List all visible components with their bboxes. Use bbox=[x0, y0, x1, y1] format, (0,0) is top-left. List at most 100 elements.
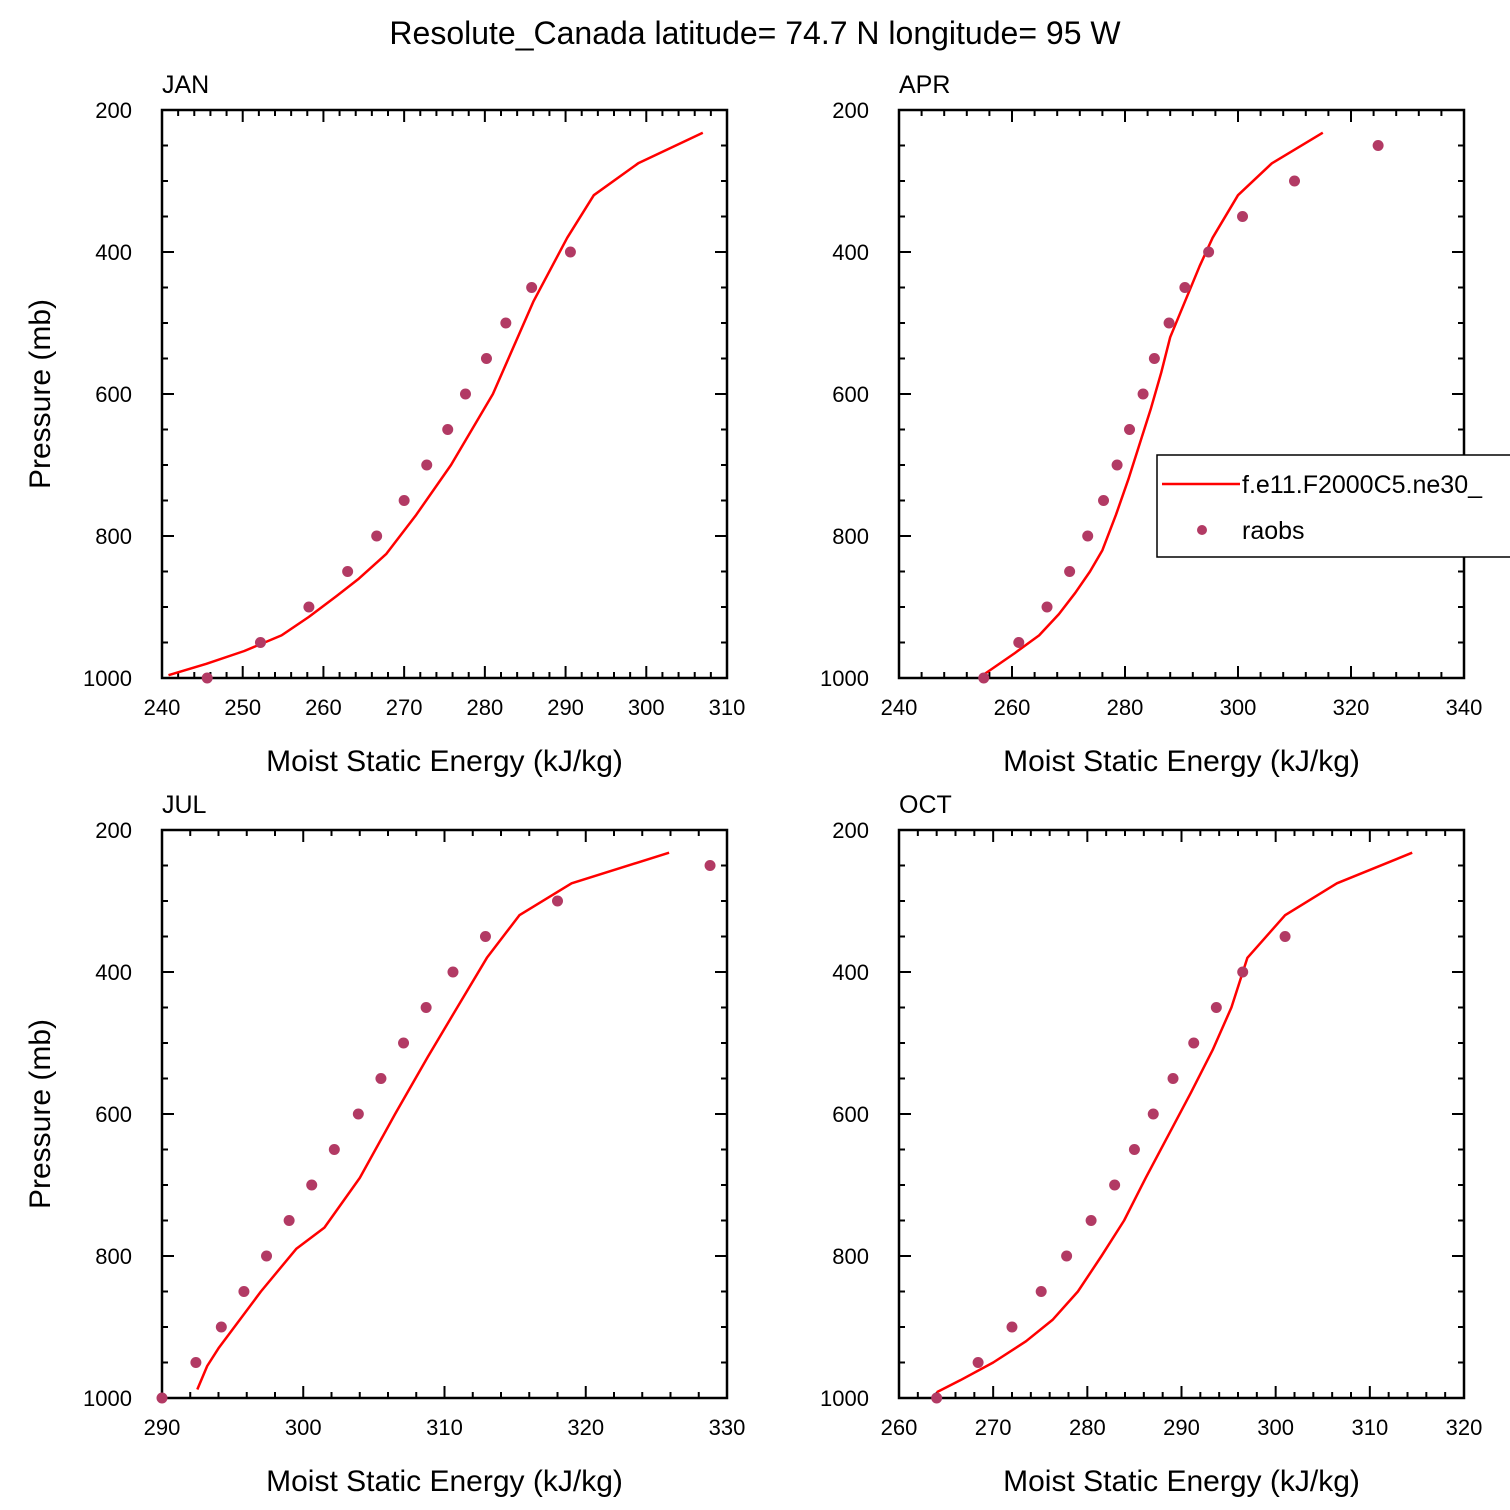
y-tick-label-jul: 800 bbox=[95, 1244, 132, 1269]
legend-line-label: f.e11.F2000C5.ne30_ bbox=[1242, 471, 1483, 499]
raobs-point-jul bbox=[238, 1286, 250, 1297]
y-tick-label-oct: 400 bbox=[832, 960, 869, 985]
raobs-point-apr bbox=[1098, 495, 1110, 506]
raobs-point-jul bbox=[704, 860, 716, 871]
raobs-point-jul bbox=[447, 966, 459, 978]
raobs-point-apr bbox=[1124, 424, 1136, 435]
x-tick-label-oct: 280 bbox=[1069, 1415, 1106, 1440]
x-tick-label-apr: 280 bbox=[1107, 695, 1144, 720]
panel-jan: JAN 240 250 260 270 280 290 300 310 200 400 600 800 1… bbox=[24, 71, 745, 778]
model-line-apr bbox=[983, 131, 1324, 676]
raobs-point-apr bbox=[1064, 566, 1076, 577]
y-tick-label-apr: 400 bbox=[832, 240, 869, 265]
x-tick-label-jan: 310 bbox=[709, 695, 746, 720]
x-tick-label-oct: 300 bbox=[1257, 1415, 1294, 1440]
panel-title-oct: OCT bbox=[899, 791, 952, 819]
model-line-oct bbox=[936, 851, 1413, 1394]
x-tick-label-oct: 320 bbox=[1446, 1415, 1483, 1440]
raobs-point-jan bbox=[480, 353, 492, 364]
raobs-point-jul bbox=[420, 1002, 432, 1013]
y-tick-label-jul: 1000 bbox=[83, 1386, 132, 1411]
raobs-point-oct bbox=[1210, 1002, 1222, 1013]
panel-title-jan: JAN bbox=[162, 71, 209, 99]
legend: f.e11.F2000C5.ne30_ raobs bbox=[1156, 454, 1510, 558]
x-tick-label-jan: 240 bbox=[144, 695, 181, 720]
x-tick-label-oct: 310 bbox=[1351, 1415, 1388, 1440]
panel-oct: OCT 260 270 280 290 300 310 320 200 400 600 800 1000… bbox=[820, 791, 1482, 1498]
x-tick-label-apr: 320 bbox=[1333, 695, 1370, 720]
plot-frame-oct bbox=[897, 828, 1466, 1400]
raobs-point-jul bbox=[190, 1357, 202, 1368]
x-tick-label-jul: 330 bbox=[709, 1415, 746, 1440]
y-tick-label-oct: 600 bbox=[832, 1102, 869, 1127]
x-tick-label-oct: 260 bbox=[881, 1415, 918, 1440]
plot-frame-jan bbox=[160, 108, 729, 680]
x-tick-label-jul: 310 bbox=[426, 1415, 463, 1440]
legend-box bbox=[1156, 454, 1510, 558]
y-tick-label-apr: 200 bbox=[832, 98, 869, 123]
model-line-jul bbox=[196, 851, 670, 1390]
y-tick-label-jan: 1000 bbox=[83, 666, 132, 691]
raobs-point-jul bbox=[352, 1108, 364, 1120]
raobs-point-jan bbox=[421, 459, 433, 471]
raobs-point-jul bbox=[479, 931, 491, 942]
x-tick-label-oct: 270 bbox=[975, 1415, 1012, 1440]
x-tick-label-apr: 340 bbox=[1446, 695, 1483, 720]
raobs-point-apr bbox=[1013, 637, 1025, 648]
x-axis-label-jan: Moist Static Energy (kJ/kg) bbox=[266, 745, 623, 778]
raobs-point-oct bbox=[1188, 1037, 1200, 1049]
raobs-point-jul bbox=[156, 1392, 168, 1404]
raobs-point-jul bbox=[552, 895, 563, 907]
raobs-point-oct bbox=[1128, 1144, 1140, 1155]
x-axis-label-jul: Moist Static Energy (kJ/kg) bbox=[266, 1465, 623, 1498]
raobs-point-apr bbox=[1137, 388, 1149, 400]
raobs-point-jan bbox=[459, 388, 471, 400]
legend-dots-label: raobs bbox=[1242, 517, 1305, 545]
raobs-point-jan bbox=[371, 530, 383, 542]
y-tick-label-jan: 600 bbox=[95, 382, 132, 407]
raobs-point-oct bbox=[1167, 1073, 1179, 1084]
figure-title: Resolute_Canada latitude= 74.7 N longitu… bbox=[389, 15, 1121, 51]
plot-frame-jul bbox=[160, 828, 729, 1400]
y-axis-label-jan: Pressure (mb) bbox=[24, 299, 57, 489]
raobs-point-oct bbox=[1006, 1321, 1018, 1333]
raobs-point-apr bbox=[1237, 211, 1249, 222]
y-tick-label-jul: 200 bbox=[95, 818, 132, 843]
y-tick-label-apr: 1000 bbox=[820, 666, 869, 691]
raobs-point-oct bbox=[1035, 1286, 1047, 1297]
y-tick-label-oct: 200 bbox=[832, 818, 869, 843]
x-axis-label-oct: Moist Static Energy (kJ/kg) bbox=[1003, 1465, 1360, 1498]
y-axis-label-jul: Pressure (mb) bbox=[24, 1019, 57, 1209]
x-tick-label-jan: 280 bbox=[466, 695, 503, 720]
raobs-point-jan bbox=[303, 601, 315, 613]
x-tick-label-jul: 290 bbox=[144, 1415, 181, 1440]
x-tick-label-jan: 250 bbox=[224, 695, 261, 720]
x-tick-label-jan: 290 bbox=[547, 695, 584, 720]
raobs-point-apr bbox=[1179, 282, 1191, 293]
legend-dot-swatch bbox=[1197, 525, 1207, 535]
y-tick-label-apr: 600 bbox=[832, 382, 869, 407]
model-line-jan bbox=[168, 131, 704, 677]
x-tick-label-apr: 260 bbox=[994, 695, 1031, 720]
raobs-point-jan bbox=[201, 672, 213, 684]
panel-apr: APR 240 260 280 300 320 340 200 400 600 800 1000 Moi… bbox=[820, 71, 1482, 778]
panel-jul: JUL 290 300 310 320 330 200 400 600 800 1000 Moist … bbox=[24, 791, 745, 1498]
x-tick-label-oct: 290 bbox=[1163, 1415, 1200, 1440]
raobs-point-oct bbox=[1279, 931, 1291, 942]
y-tick-label-apr: 800 bbox=[832, 524, 869, 549]
raobs-point-jul bbox=[328, 1144, 340, 1155]
raobs-point-jul bbox=[261, 1250, 273, 1262]
x-tick-label-jan: 300 bbox=[628, 695, 665, 720]
x-tick-label-apr: 240 bbox=[881, 695, 918, 720]
panel-title-jul: JUL bbox=[162, 791, 207, 819]
raobs-point-apr bbox=[1372, 140, 1384, 151]
panel-title-apr: APR bbox=[899, 71, 950, 99]
raobs-point-jul bbox=[283, 1215, 295, 1226]
raobs-point-jan bbox=[500, 317, 512, 329]
y-tick-label-jul: 600 bbox=[95, 1102, 132, 1127]
raobs-point-oct bbox=[1061, 1250, 1073, 1262]
panels: JAN 240 250 260 270 280 290 300 310 200 400 600 800 1… bbox=[24, 71, 1482, 1498]
raobs-point-apr bbox=[1082, 530, 1094, 542]
raobs-point-jan bbox=[342, 566, 354, 577]
